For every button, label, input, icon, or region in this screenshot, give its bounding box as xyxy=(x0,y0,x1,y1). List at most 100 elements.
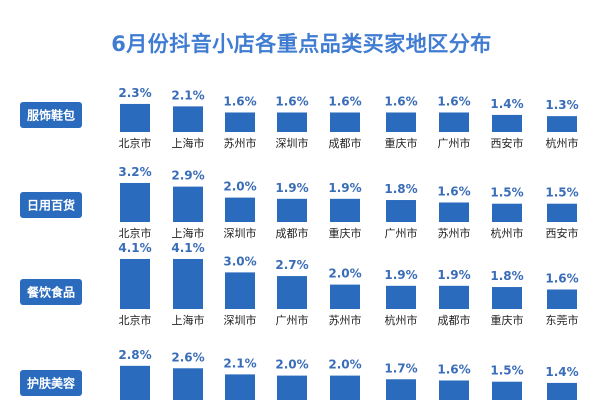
data-label: 1.4% xyxy=(490,97,523,111)
data-label: 1.6% xyxy=(437,184,470,198)
bar xyxy=(439,285,469,309)
tick-label: 北京市 xyxy=(119,136,152,150)
data-label: 2.1% xyxy=(171,88,204,102)
bar xyxy=(277,375,307,400)
data-label: 1.6% xyxy=(384,94,417,108)
category-box xyxy=(20,102,82,128)
bar xyxy=(547,382,577,400)
data-label: 1.8% xyxy=(384,182,417,196)
tick-label: 广州市 xyxy=(276,313,309,327)
category-label: 护肤美容 xyxy=(27,376,75,391)
data-label: 2.8% xyxy=(118,348,151,362)
bar xyxy=(120,365,150,400)
bar xyxy=(547,289,577,309)
bar xyxy=(492,381,522,400)
tick-label: 杭州市 xyxy=(546,136,579,150)
tick-label: 苏州市 xyxy=(329,313,362,327)
bar xyxy=(277,112,307,132)
category-label: 餐饮食品 xyxy=(27,285,75,300)
bar xyxy=(330,375,360,400)
bar xyxy=(225,272,255,309)
data-label: 2.0% xyxy=(328,267,361,281)
tick-label: 成都市 xyxy=(329,136,362,150)
tick-label: 杭州市 xyxy=(385,313,418,327)
data-label: 1.7% xyxy=(384,361,417,375)
category-box xyxy=(20,370,82,396)
tick-label: 上海市 xyxy=(172,313,205,327)
bar xyxy=(173,186,203,222)
tick-label: 上海市 xyxy=(172,226,205,240)
category-label: 服饰鞋包 xyxy=(27,108,75,123)
data-label: 1.4% xyxy=(545,365,578,379)
data-label: 1.9% xyxy=(384,268,417,282)
data-label: 3.2% xyxy=(118,165,151,179)
data-label: 1.5% xyxy=(490,364,523,378)
tick-label: 北京市 xyxy=(119,226,152,240)
tick-label: 西安市 xyxy=(491,136,524,150)
tick-label: 成都市 xyxy=(438,313,471,327)
tick-label: 杭州市 xyxy=(491,226,524,240)
data-label: 4.1% xyxy=(118,241,151,255)
tick-label: 广州市 xyxy=(385,226,418,240)
bar xyxy=(173,106,203,132)
tick-label: 重庆市 xyxy=(385,136,418,150)
data-label: 1.3% xyxy=(545,98,578,112)
bar xyxy=(386,285,416,309)
bar xyxy=(386,112,416,132)
tick-label: 深圳市 xyxy=(224,226,257,240)
tick-label: 深圳市 xyxy=(276,136,309,150)
bar xyxy=(120,258,150,309)
bar xyxy=(225,112,255,132)
tick-label: 上海市 xyxy=(172,136,205,150)
data-label: 2.7% xyxy=(275,258,308,272)
data-label: 2.0% xyxy=(223,180,256,194)
data-label: 1.6% xyxy=(328,94,361,108)
tick-label: 东莞市 xyxy=(546,313,579,327)
bar xyxy=(492,114,522,132)
bar xyxy=(277,198,307,222)
data-label: 1.6% xyxy=(437,94,470,108)
bar xyxy=(277,276,307,309)
data-label: 3.0% xyxy=(223,254,256,268)
tick-label: 苏州市 xyxy=(224,136,257,150)
data-label: 1.6% xyxy=(545,271,578,285)
bar xyxy=(120,182,150,222)
category-label: 日用百货 xyxy=(27,198,75,213)
bar xyxy=(439,202,469,222)
bar xyxy=(492,287,522,309)
bar xyxy=(225,374,255,400)
bar xyxy=(439,380,469,400)
data-label: 1.5% xyxy=(545,186,578,200)
category-box xyxy=(20,192,82,218)
bar xyxy=(120,103,150,132)
data-label: 1.6% xyxy=(223,94,256,108)
tick-label: 深圳市 xyxy=(224,313,257,327)
data-label: 2.6% xyxy=(171,350,204,364)
bar xyxy=(492,203,522,222)
bar xyxy=(547,203,577,222)
tick-label: 西安市 xyxy=(546,226,579,240)
tick-label: 重庆市 xyxy=(329,226,362,240)
tick-label: 北京市 xyxy=(119,313,152,327)
tick-label: 苏州市 xyxy=(438,226,471,240)
bar xyxy=(330,284,360,309)
tick-label: 广州市 xyxy=(438,136,471,150)
data-label: 2.9% xyxy=(171,169,204,183)
bar xyxy=(173,368,203,400)
data-label: 4.1% xyxy=(171,241,204,255)
data-label: 2.3% xyxy=(118,86,151,100)
bar xyxy=(386,379,416,400)
data-label: 2.1% xyxy=(223,356,256,370)
bar xyxy=(173,258,203,309)
bar xyxy=(439,112,469,132)
bar xyxy=(386,200,416,222)
data-label: 1.9% xyxy=(275,181,308,195)
bar xyxy=(330,112,360,132)
data-label: 2.0% xyxy=(275,358,308,372)
bar xyxy=(225,197,255,222)
data-label: 1.6% xyxy=(437,362,470,376)
chart-title: 6月份抖音小店各重点品类买家地区分布 xyxy=(111,32,492,56)
bar xyxy=(330,198,360,222)
data-label: 1.5% xyxy=(490,186,523,200)
data-label: 1.9% xyxy=(328,181,361,195)
